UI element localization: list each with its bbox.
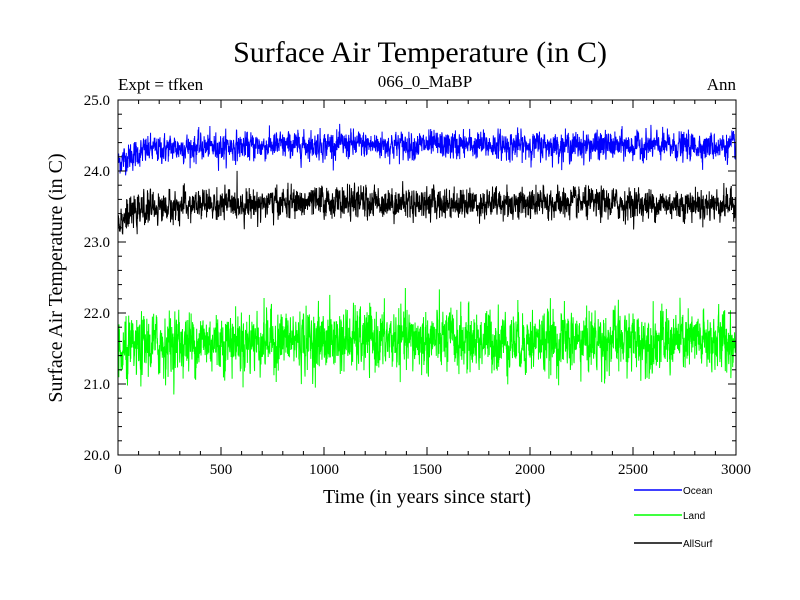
y-tick-label: 20.0 (84, 448, 110, 464)
legend-label-ocean: Ocean (683, 486, 712, 497)
y-tick-label: 25.0 (84, 93, 110, 109)
y-tick-label: 23.0 (84, 235, 110, 251)
subtitle-right: Ann (707, 75, 737, 94)
y-tick-label: 21.0 (84, 377, 110, 393)
axes-layer: 0 500 1000 1500 2000 2500 3000 20.0 21.0 22.0 23.0… (84, 93, 751, 478)
y-axis-label: Surface Air Temperature (in C) (45, 153, 67, 402)
x-tick-label: 500 (210, 462, 233, 478)
y-tick-label: 22.0 (84, 306, 110, 322)
x-tick-label: 3000 (721, 462, 751, 478)
subtitle-left: Expt = tfken (118, 75, 204, 94)
series-layer (117, 123, 737, 395)
legend-label-land: Land (683, 511, 705, 522)
x-tick-label: 1000 (309, 462, 339, 478)
x-axis-label: Time (in years since start) (323, 486, 531, 508)
x-tick-label: 0 (114, 462, 122, 478)
x-tick-label: 2500 (618, 462, 648, 478)
series-line-ocean (117, 123, 737, 176)
y-tick-label: 24.0 (84, 164, 110, 180)
series-line-allsurf (117, 170, 737, 235)
legend-label-allsurf: AllSurf (683, 539, 713, 550)
series-line-land (117, 288, 737, 395)
subtitle-center: 066_0_MaBP (378, 72, 472, 91)
x-tick-label: 2000 (515, 462, 545, 478)
legend: Ocean Land AllSurf (634, 486, 713, 550)
chart-title: Surface Air Temperature (in C) (233, 36, 607, 69)
x-tick-label: 1500 (412, 462, 442, 478)
